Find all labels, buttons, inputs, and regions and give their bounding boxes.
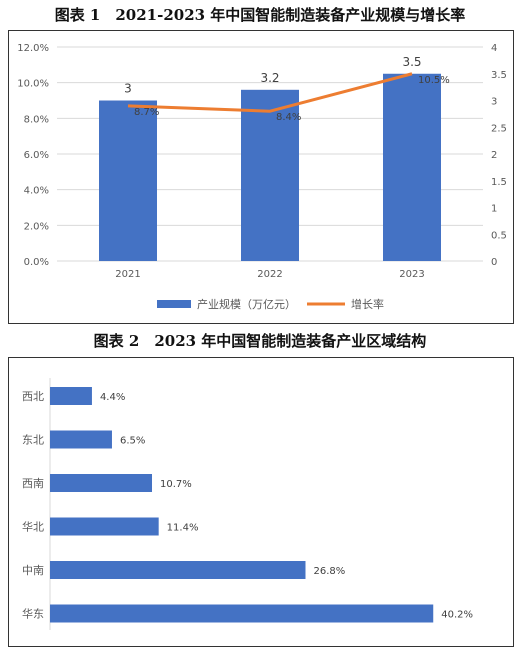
y-tick-label: 华北 xyxy=(22,520,44,534)
bar-data-label: 3 xyxy=(124,82,132,96)
bar-data-label: 4.4% xyxy=(100,392,125,403)
y-tick-label: 华东 xyxy=(22,607,44,621)
y-tick-label: 中南 xyxy=(22,564,44,577)
chart2-frame: 西北 4.4% 东北 6.5% 西南 10.7% 华北 11.4% 中南 26.8% 华东 40.2% xyxy=(8,357,514,647)
y-right-tick-label: 3 xyxy=(491,97,497,108)
y-tick-label: 西北 xyxy=(22,390,44,403)
bar-data-label: 11.4% xyxy=(167,523,199,534)
y-left-tick-label: 2.0% xyxy=(24,221,49,232)
y-tick-label: 西南 xyxy=(22,477,44,490)
y-tick-label: 东北 xyxy=(22,434,44,447)
bar xyxy=(50,561,306,579)
x-tick-label: 2022 xyxy=(257,269,282,280)
bar xyxy=(383,73,441,261)
y-right-tick-label: 0 xyxy=(491,257,497,268)
bar-data-label: 26.8% xyxy=(313,566,345,577)
chart1-frame: 0.0% 2.0% 4.0% 6.0% 8.0% 10.0% 12.0% 0 0.5 1 1.5 2 2… xyxy=(8,30,514,324)
chart2-caption: 图表 2 2023 年中国智能制造装备产业区域结构 xyxy=(93,332,427,350)
y-right-tick-label: 3.5 xyxy=(491,70,507,81)
bar-data-label: 3.5 xyxy=(402,55,421,69)
y-left-tick-label: 10.0% xyxy=(17,79,49,90)
bar-data-label: 6.5% xyxy=(120,436,145,447)
series-line-growth xyxy=(127,72,413,113)
y-right-tick-label: 0.5 xyxy=(491,230,507,241)
y-left-tick-label: 4.0% xyxy=(24,186,49,197)
y-left-tick-label: 12.0% xyxy=(17,43,49,54)
bar xyxy=(50,604,434,623)
bar xyxy=(50,517,159,536)
y-right-tick-label: 1.5 xyxy=(491,177,507,188)
y-right-tick-label: 2 xyxy=(491,150,497,161)
chart1-svg: 0.0% 2.0% 4.0% 6.0% 8.0% 10.0% 12.0% 0 0.5 1 1.5 2 2… xyxy=(17,43,507,311)
y-right-tick-label: 1 xyxy=(491,204,497,215)
y-right-tick-label: 4 xyxy=(491,43,497,54)
y-right-tick-label: 2.5 xyxy=(491,123,507,134)
bar-data-label: 10.7% xyxy=(160,479,192,490)
y-left-tick-label: 8.0% xyxy=(24,114,49,125)
x-tick-label: 2023 xyxy=(399,269,424,280)
bar-data-label: 40.2% xyxy=(441,610,473,621)
line-data-label: 8.4% xyxy=(276,112,301,123)
chart2-svg: 西北 4.4% 东北 6.5% 西南 10.7% 华北 11.4% 中南 26.8% 华东 40.2% xyxy=(22,378,473,630)
legend-label-line: 增长率 xyxy=(351,297,384,311)
chart1-caption: 图表 1 2021-2023 年中国智能制造装备产业规模与增长率 xyxy=(54,6,466,24)
legend-swatch-bar xyxy=(157,300,191,308)
line-data-label: 10.5% xyxy=(418,75,450,86)
line-data-label: 8.7% xyxy=(134,107,159,118)
bar-data-label: 3.2 xyxy=(260,71,279,85)
y-left-tick-label: 0.0% xyxy=(24,257,49,268)
legend-label-bar: 产业规模（万亿元） xyxy=(197,297,296,311)
bar xyxy=(50,430,112,449)
bar xyxy=(50,387,92,405)
y-left-tick-label: 6.0% xyxy=(24,150,49,161)
x-tick-label: 2021 xyxy=(115,269,140,280)
bar xyxy=(99,100,157,261)
bar xyxy=(241,89,299,261)
bar xyxy=(50,474,153,492)
